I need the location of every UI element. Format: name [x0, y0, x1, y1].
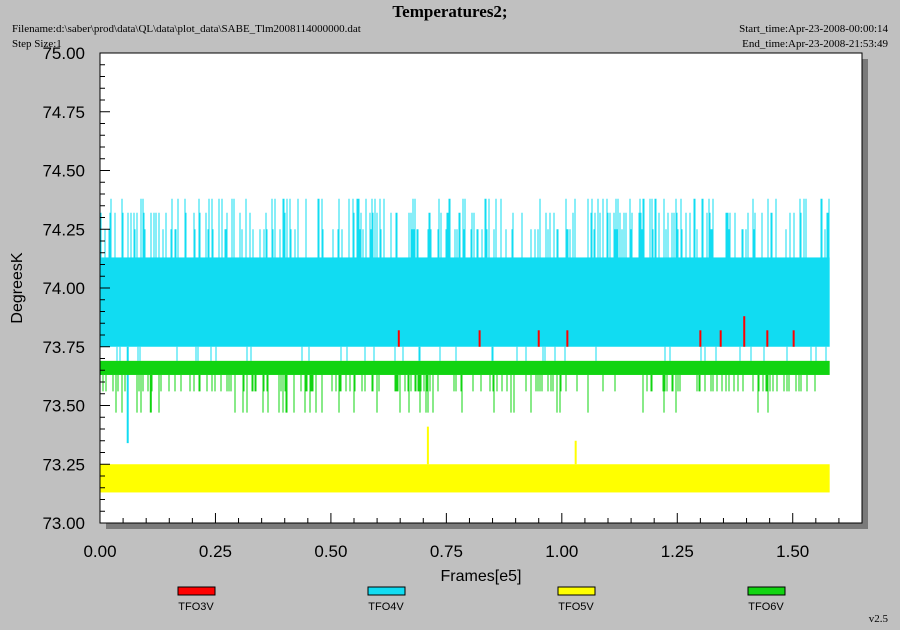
- legend-item-tfo5v: TFO5V: [557, 586, 596, 613]
- series-spikes-tfo6v: [102, 375, 816, 413]
- legend-item-tfo4v: TFO4V: [367, 586, 406, 613]
- x-tick-label: 0.25: [199, 542, 232, 561]
- x-tick-label: 1.25: [661, 542, 694, 561]
- x-axis-label: Frames[e5]: [441, 568, 522, 585]
- filename-label: Filename:d:\saber\prod\data\QL\data\plot…: [12, 23, 361, 35]
- step-size-label: Step Size:1: [12, 38, 62, 50]
- y-tick-label: 75.00: [42, 44, 85, 63]
- series-tfo5v: [100, 426, 830, 493]
- legend-swatch-tfo4v: [367, 586, 406, 596]
- y-tick-label: 73.00: [42, 514, 85, 533]
- y-tick-label: 73.50: [42, 397, 85, 416]
- legend-label-tfo3v: TFO3V: [178, 601, 214, 613]
- chart-title: Temperatures2;: [392, 2, 508, 21]
- x-tick-label: 0.00: [83, 542, 116, 561]
- series-spikes-tfo4v: [100, 198, 830, 361]
- x-tick-label: 0.50: [314, 542, 347, 561]
- series-layer: [100, 198, 830, 493]
- series-tfo4v: [100, 198, 830, 444]
- y-tick-label: 74.50: [42, 162, 85, 181]
- x-tick-label: 0.75: [430, 542, 463, 561]
- legend-swatch-tfo6v: [747, 586, 786, 596]
- x-tick-label: 1.50: [776, 542, 809, 561]
- start-time-label: Start_time:Apr-23-2008-00:00:14: [739, 23, 888, 35]
- y-tick-label: 74.25: [42, 220, 85, 239]
- legend-item-tfo3v: TFO3V: [177, 586, 216, 613]
- legend-label-tfo4v: TFO4V: [368, 601, 404, 613]
- axis-layer: 73.00 73.25 73.50 73.75 74.00 74.25 74.50 74.75…: [42, 44, 862, 561]
- series-tfo6v: [100, 360, 830, 413]
- y-tick-label: 73.25: [42, 455, 85, 474]
- y-tick-label: 74.00: [42, 279, 85, 298]
- series-band-tfo5v: [100, 464, 830, 493]
- y-axis-label: DegreesK: [9, 252, 26, 323]
- series-band-tfo6v: [100, 360, 830, 375]
- end-time-label: End_time:Apr-23-2008-21:53:49: [742, 38, 888, 50]
- y-tick-label: 74.75: [42, 103, 85, 122]
- legend-item-tfo6v: TFO6V: [747, 586, 786, 613]
- series-tfo3v: [397, 316, 795, 347]
- version-label: v2.5: [868, 613, 888, 625]
- legend-swatch-tfo5v: [557, 586, 596, 596]
- legend-label-tfo5v: TFO5V: [558, 601, 594, 613]
- x-tick-label: 1.00: [545, 542, 578, 561]
- legend-label-tfo6v: TFO6V: [748, 601, 784, 613]
- series-band-tfo4v: [100, 257, 830, 347]
- legend: TFO3V TFO4V TFO5V TFO6V: [177, 586, 786, 613]
- y-tick-label: 73.75: [42, 338, 85, 357]
- legend-swatch-tfo3v: [177, 586, 216, 596]
